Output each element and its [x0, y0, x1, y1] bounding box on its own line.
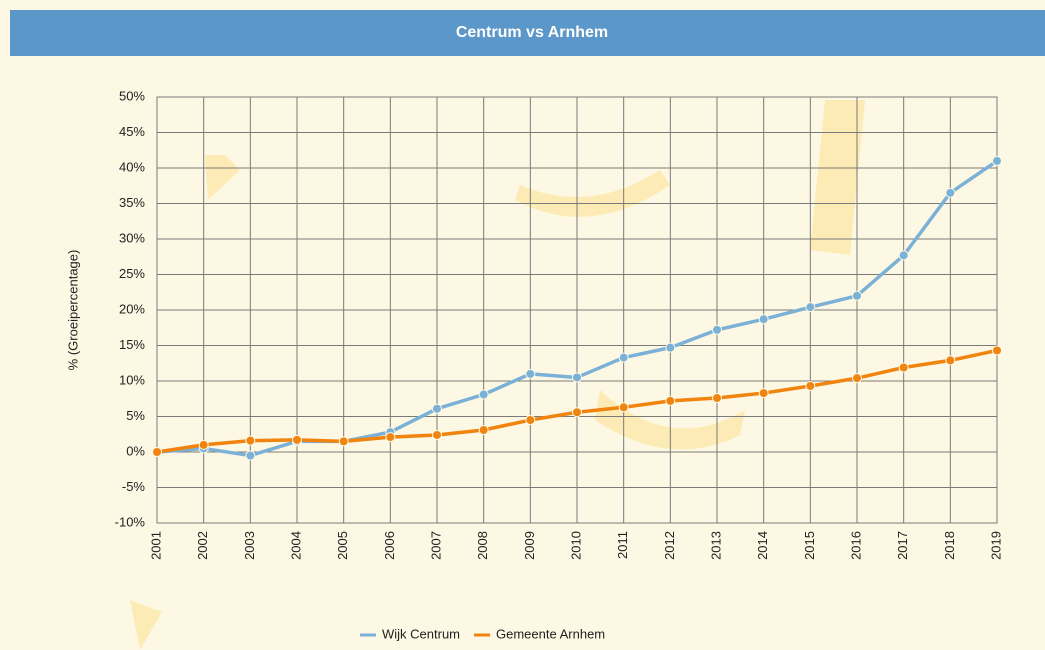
data-point — [292, 434, 302, 445]
data-point — [852, 290, 862, 301]
x-tick-label: 2010 — [568, 531, 583, 560]
x-tick-label: 2002 — [195, 531, 210, 560]
data-point — [338, 436, 349, 447]
y-tick-label: 20% — [119, 301, 145, 316]
data-point — [992, 345, 1002, 356]
data-point — [525, 415, 536, 426]
chart-title: Centrum vs Arnhem — [456, 24, 608, 41]
header-bar — [10, 10, 1045, 56]
y-axis-label: % (Groeipercentage) — [65, 250, 80, 371]
x-tick-label: 2005 — [335, 531, 350, 560]
decoration — [205, 155, 240, 200]
data-point — [805, 302, 816, 313]
x-tick-label: 2009 — [522, 531, 537, 560]
data-point — [432, 403, 442, 414]
data-point — [712, 393, 722, 404]
y-tick-label: 10% — [119, 372, 145, 387]
decoration — [515, 170, 670, 217]
data-point — [945, 355, 956, 366]
x-tick-label: 2004 — [288, 531, 303, 560]
data-point — [245, 435, 256, 446]
data-point — [898, 362, 909, 373]
y-tick-label: 0% — [126, 443, 145, 458]
x-tick-label: 2008 — [475, 531, 490, 560]
y-tick-label: 5% — [126, 408, 145, 423]
data-point — [432, 429, 442, 440]
x-tick-label: 2017 — [895, 531, 910, 560]
x-tick-label: 2019 — [988, 531, 1003, 560]
data-point — [945, 187, 956, 198]
decoration — [595, 390, 745, 450]
data-point — [712, 324, 722, 335]
x-tick-label: 2012 — [662, 531, 677, 560]
data-point — [572, 372, 582, 383]
data-point — [852, 373, 862, 384]
decoration — [810, 100, 865, 255]
decoration — [130, 600, 162, 650]
y-tick-label: 45% — [119, 124, 145, 139]
data-point — [665, 342, 676, 353]
y-tick-label: 40% — [119, 159, 145, 174]
y-tick-label: -10% — [115, 514, 146, 529]
data-point — [245, 450, 256, 461]
x-tick-label: 2011 — [615, 531, 630, 559]
data-point — [385, 432, 396, 443]
y-tick-label: 50% — [119, 88, 145, 103]
x-tick-label: 2013 — [708, 531, 723, 560]
data-point — [198, 439, 209, 450]
data-point — [992, 155, 1002, 166]
data-point — [478, 389, 489, 400]
x-tick-label: 2016 — [848, 531, 863, 560]
y-tick-label: -5% — [122, 479, 146, 494]
data-point — [618, 402, 629, 413]
legend-label: Gemeente Arnhem — [496, 626, 605, 641]
data-point — [618, 352, 629, 363]
y-tick-label: 35% — [119, 195, 145, 210]
x-tick-label: 2007 — [428, 531, 443, 560]
legend-label: Wijk Centrum — [382, 626, 460, 641]
data-point — [478, 424, 489, 435]
data-point — [665, 395, 676, 406]
x-tick-label: 2006 — [382, 531, 397, 560]
data-point — [805, 380, 816, 391]
data-point — [758, 314, 769, 325]
data-point — [898, 250, 909, 261]
x-tick-label: 2003 — [242, 531, 257, 560]
data-point — [572, 407, 582, 418]
data-point — [525, 368, 536, 379]
x-tick-label: 2015 — [802, 531, 817, 560]
data-point — [758, 388, 769, 399]
y-tick-label: 15% — [119, 337, 145, 352]
y-tick-label: 30% — [119, 230, 145, 245]
data-point — [152, 447, 162, 457]
x-tick-label: 2001 — [148, 531, 163, 560]
x-tick-label: 2018 — [942, 531, 957, 560]
y-tick-label: 25% — [119, 266, 145, 281]
x-tick-label: 2014 — [755, 531, 770, 560]
